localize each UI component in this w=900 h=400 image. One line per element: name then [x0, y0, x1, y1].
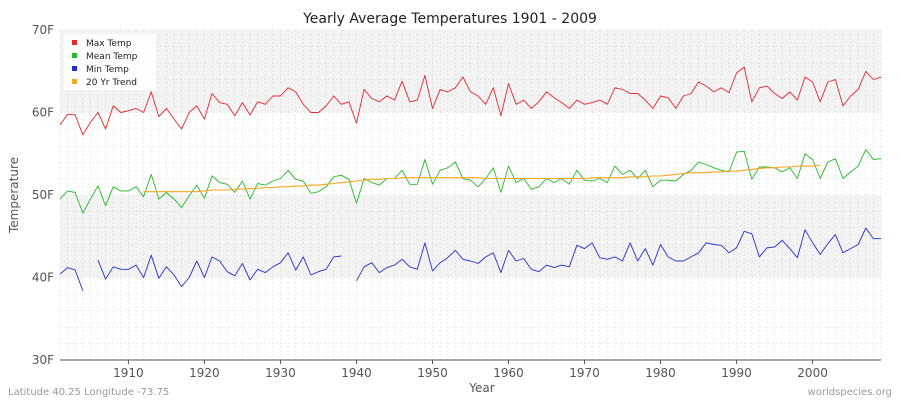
chart-title: Yearly Average Temperatures 1901 - 2009: [302, 11, 597, 27]
x-tick-label: 1910: [113, 366, 144, 380]
legend-swatch-max: [72, 40, 77, 45]
series-lines: [60, 66, 881, 291]
legend-trend: 20 Yr Trend: [86, 78, 137, 88]
y-tick-label: 40F: [32, 271, 54, 285]
x-tick-label: 1970: [569, 366, 600, 380]
y-axis-label: Temperature: [7, 157, 21, 234]
grid-lines: [59, 29, 882, 361]
x-axis-ticks: 1910 1920 1930 1940 1950 1960 1970 1980 1990 2000: [113, 360, 828, 380]
x-tick-label: 1960: [493, 366, 524, 380]
x-tick-label: 1930: [265, 366, 296, 380]
series-line-trend: [143, 164, 821, 193]
legend: Max Temp Mean Temp Min Temp 20 Yr Trend: [64, 34, 156, 90]
y-tick-label: 50F: [32, 188, 54, 202]
x-tick-label: 1940: [341, 366, 372, 380]
footer-location: Latitude 40.25 Longitude -73.75: [8, 387, 169, 398]
x-tick-label: 1990: [721, 366, 752, 380]
legend-max-temp: Max Temp: [86, 39, 132, 49]
footer-source: worldspecies.org: [808, 387, 892, 398]
y-axis-ticks: 30F 40F 50F 60F 70F: [32, 23, 54, 367]
legend-swatch-trend: [72, 79, 77, 84]
series-line-mean: [60, 149, 881, 214]
legend-swatch-min: [72, 66, 77, 71]
x-tick-label: 1980: [645, 366, 676, 380]
y-tick-label: 30F: [32, 353, 54, 367]
y-tick-label: 70F: [32, 23, 54, 37]
x-tick-label: 2000: [797, 366, 828, 380]
series-line-max: [60, 66, 881, 136]
x-axis-label: Year: [468, 381, 494, 395]
y-tick-label: 60F: [32, 106, 54, 120]
x-tick-label: 1950: [417, 366, 448, 380]
x-tick-label: 1920: [189, 366, 220, 380]
legend-swatch-mean: [72, 53, 77, 58]
legend-mean-temp: Mean Temp: [86, 52, 138, 62]
series-line-min: [60, 227, 881, 291]
legend-min-temp: Min Temp: [86, 65, 129, 75]
